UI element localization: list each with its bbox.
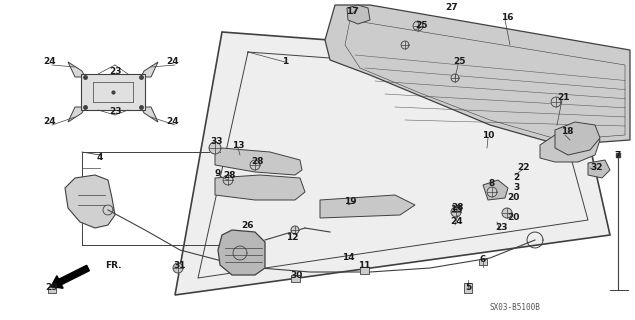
Text: FR.: FR. xyxy=(105,260,121,269)
Text: 30: 30 xyxy=(291,270,303,279)
Text: 14: 14 xyxy=(342,253,354,262)
Bar xyxy=(48,287,56,293)
Text: 31: 31 xyxy=(174,260,186,269)
Text: 10: 10 xyxy=(482,131,494,140)
Text: 11: 11 xyxy=(358,260,370,269)
Text: SX03-B5100B: SX03-B5100B xyxy=(490,303,541,312)
FancyArrow shape xyxy=(51,265,90,288)
Polygon shape xyxy=(215,175,305,200)
Polygon shape xyxy=(291,226,299,234)
Text: 4: 4 xyxy=(97,153,103,162)
Polygon shape xyxy=(250,160,260,170)
Bar xyxy=(359,267,368,274)
Text: 8: 8 xyxy=(489,179,495,188)
Polygon shape xyxy=(68,62,85,77)
Polygon shape xyxy=(223,175,233,185)
Polygon shape xyxy=(209,142,221,154)
Text: 16: 16 xyxy=(501,12,513,21)
Text: 9: 9 xyxy=(215,169,221,178)
Text: 25: 25 xyxy=(454,58,466,67)
Polygon shape xyxy=(551,97,561,107)
Polygon shape xyxy=(175,32,610,295)
Text: 33: 33 xyxy=(211,138,224,147)
Polygon shape xyxy=(347,5,370,24)
Text: 27: 27 xyxy=(446,3,458,12)
Text: 24: 24 xyxy=(44,117,57,126)
Text: 26: 26 xyxy=(242,220,254,229)
Polygon shape xyxy=(141,107,158,122)
Text: 32: 32 xyxy=(591,163,603,172)
Polygon shape xyxy=(540,130,600,162)
Text: 22: 22 xyxy=(518,164,530,172)
Bar xyxy=(290,275,300,282)
Text: 24: 24 xyxy=(166,58,179,67)
Text: 15: 15 xyxy=(450,205,462,214)
Text: 1: 1 xyxy=(282,58,288,67)
Polygon shape xyxy=(451,207,461,217)
Polygon shape xyxy=(218,230,265,275)
Text: 6: 6 xyxy=(480,255,486,265)
Text: 24: 24 xyxy=(44,58,57,67)
Text: 19: 19 xyxy=(344,197,356,206)
Polygon shape xyxy=(487,187,497,197)
Polygon shape xyxy=(483,180,508,200)
Polygon shape xyxy=(401,41,409,49)
Text: 29: 29 xyxy=(46,283,58,292)
Text: 23: 23 xyxy=(109,68,121,76)
Text: 28: 28 xyxy=(251,157,264,166)
Text: 23: 23 xyxy=(109,108,121,116)
Text: 3: 3 xyxy=(513,183,519,193)
Text: 12: 12 xyxy=(286,233,298,242)
Polygon shape xyxy=(141,62,158,77)
Polygon shape xyxy=(68,107,85,122)
Polygon shape xyxy=(173,263,183,273)
Text: 28: 28 xyxy=(224,171,236,180)
Polygon shape xyxy=(81,74,145,110)
Text: 24: 24 xyxy=(166,117,179,126)
Polygon shape xyxy=(215,148,302,175)
Text: 28: 28 xyxy=(451,204,464,212)
Text: 21: 21 xyxy=(558,93,570,102)
Text: 5: 5 xyxy=(465,284,471,292)
Bar xyxy=(464,283,472,293)
Polygon shape xyxy=(320,195,415,218)
Polygon shape xyxy=(555,122,600,155)
Polygon shape xyxy=(502,208,512,218)
Text: 20: 20 xyxy=(507,212,519,221)
Text: 13: 13 xyxy=(232,140,244,149)
Polygon shape xyxy=(413,21,423,31)
Text: 25: 25 xyxy=(416,20,428,29)
Text: 17: 17 xyxy=(345,6,358,15)
Bar xyxy=(479,259,487,265)
Polygon shape xyxy=(325,5,630,145)
Text: 23: 23 xyxy=(496,223,508,233)
Polygon shape xyxy=(451,74,459,82)
Text: 24: 24 xyxy=(451,218,464,227)
Polygon shape xyxy=(588,160,610,178)
Text: 20: 20 xyxy=(507,193,519,202)
Polygon shape xyxy=(65,175,115,228)
Text: 2: 2 xyxy=(513,173,519,182)
Text: 18: 18 xyxy=(561,127,573,137)
Text: 7: 7 xyxy=(615,150,621,159)
